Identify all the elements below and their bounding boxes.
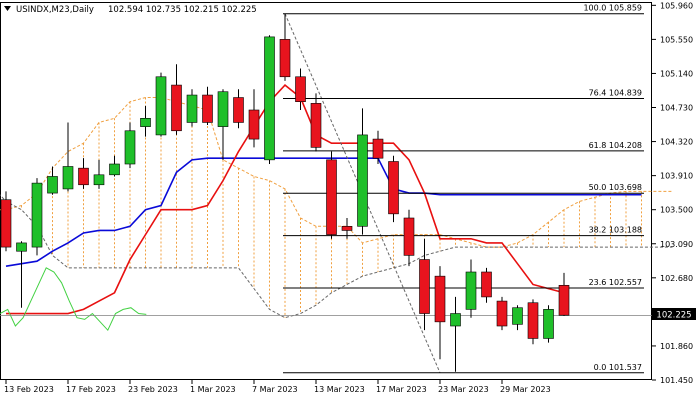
y-tick-label: 103.910	[660, 172, 693, 181]
candle-bearish	[326, 159, 337, 235]
candle-bearish	[527, 302, 539, 339]
axes: 105.960 105.550 105.140 104.730 104.320 103.9…	[4, 1, 693, 394]
candle-bullish	[62, 166, 74, 190]
x-tick-label: 17 Feb 2023	[66, 385, 116, 394]
grid-layer	[0, 2, 652, 380]
candle-bullish	[93, 174, 105, 186]
fib-level-label: 61.8 104.208	[589, 141, 642, 150]
candle-bullish	[450, 313, 461, 327]
candle-bullish	[543, 309, 554, 339]
chikou-span-line	[0, 267, 147, 332]
fib-level-label: 23.6 102.557	[589, 278, 642, 287]
candlestick-series	[0, 13, 570, 372]
candle-bearish	[403, 217, 415, 256]
ohlc-values: 102.594 102.735 102.215 102.225	[108, 5, 257, 15]
x-tick-label: 23 Mar 2023	[438, 385, 489, 394]
candle-bearish	[558, 284, 570, 316]
y-tick-label: 104.320	[660, 138, 693, 147]
candle-bullish	[155, 76, 167, 136]
candle-bearish	[341, 226, 353, 231]
candle-bullish	[31, 182, 43, 248]
x-tick-label: 1 Mar 2023	[190, 385, 236, 394]
candle-bearish	[279, 39, 291, 78]
candle-bullish	[512, 307, 523, 325]
candle-bearish	[295, 76, 306, 102]
candle-bullish	[47, 176, 58, 194]
x-tick-label: 7 Mar 2023	[252, 385, 298, 394]
y-tick-label: 101.860	[660, 342, 693, 351]
x-tick-label: 17 Mar 2023	[376, 385, 427, 394]
candle-bullish	[124, 130, 136, 165]
x-tick-label: 29 Mar 2023	[500, 385, 551, 394]
senkou-span-b	[0, 194, 673, 319]
candle-bullish	[140, 118, 151, 127]
candle-bearish	[171, 84, 182, 132]
plot-frame	[0, 2, 652, 380]
candle-bullish	[357, 134, 368, 227]
y-tick-label: 105.140	[660, 69, 693, 78]
y-tick-label: 103.500	[660, 206, 693, 215]
fib-level-label: 100.0 105.859	[583, 4, 642, 13]
symbol-title: USINDX,M23,Daily	[16, 5, 94, 15]
chart-header: USINDX,M23,Daily 102.594 102.735 102.215…	[4, 5, 257, 15]
candle-bullish	[217, 91, 229, 127]
y-tick-label: 105.960	[660, 1, 693, 10]
candle-bullish	[264, 36, 275, 161]
candle-bearish	[310, 103, 322, 148]
candle-bearish	[0, 199, 12, 248]
candle-bearish	[419, 259, 430, 314]
fib-level-label: 76.4 104.839	[589, 88, 642, 97]
y-tick-label: 101.450	[660, 376, 693, 385]
candle-bullish	[465, 271, 477, 310]
y-tick-label: 105.550	[660, 35, 693, 44]
candle-bullish	[186, 94, 198, 123]
fib-level-label: 50.0 103.698	[589, 183, 642, 192]
fibonacci-retracement: 100.0 105.859 76.4 104.839 61.8 104.208 50.…	[283, 4, 644, 374]
candle-bearish	[233, 97, 244, 123]
x-tick-label: 13 Feb 2023	[4, 385, 54, 394]
candle-bearish	[78, 167, 89, 186]
y-tick-label: 104.730	[660, 104, 693, 113]
candle-bearish	[481, 271, 492, 298]
candle-bearish	[434, 275, 446, 323]
fib-level-label: 0.0 101.537	[594, 363, 642, 372]
candle-bullish	[16, 242, 27, 252]
candle-bearish	[388, 161, 399, 215]
candle-bearish	[202, 94, 213, 123]
x-tick-label: 23 Feb 2023	[128, 385, 178, 394]
candle-bearish	[372, 138, 384, 159]
x-tick-label: 13 Mar 2023	[314, 385, 365, 394]
kijun-sen-line	[5, 157, 642, 267]
candle-bearish	[248, 109, 260, 140]
y-tick-label: 103.090	[660, 240, 693, 249]
indicator-lines	[0, 83, 652, 332]
current-price-tag: 102.225	[652, 308, 696, 321]
current-price-label: 102.225	[656, 311, 691, 321]
fib-level-label: 38.2 103.188	[589, 226, 642, 235]
y-tick-label: 102.680	[660, 274, 693, 283]
candle-bullish	[109, 163, 120, 176]
candle-bearish	[496, 300, 508, 327]
tenkan-sen-line	[6, 83, 565, 315]
triangle-down-icon	[4, 6, 11, 11]
